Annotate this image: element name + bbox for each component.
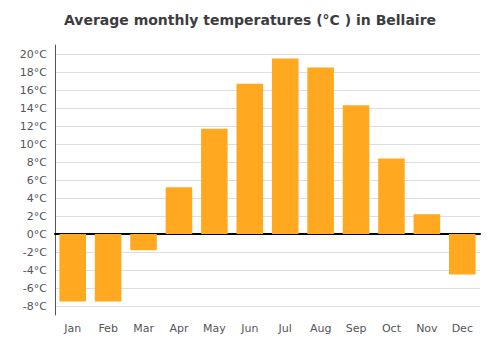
svg-text:Sep: Sep (346, 322, 367, 335)
svg-text:8°C: 8°C (27, 156, 47, 169)
svg-text:Jun: Jun (240, 322, 258, 335)
svg-text:12°C: 12°C (20, 120, 47, 133)
svg-text:0°C: 0°C (27, 228, 47, 241)
svg-text:-2°C: -2°C (23, 246, 47, 259)
svg-text:-6°C: -6°C (23, 282, 47, 295)
svg-text:6°C: 6°C (27, 174, 47, 187)
svg-text:10°C: 10°C (20, 138, 47, 151)
svg-text:Nov: Nov (416, 322, 438, 335)
svg-text:Mar: Mar (133, 322, 154, 335)
svg-text:2°C: 2°C (27, 210, 47, 223)
svg-text:4°C: 4°C (27, 192, 47, 205)
svg-text:Aug: Aug (310, 322, 331, 335)
svg-text:20°C: 20°C (20, 48, 47, 61)
svg-text:18°C: 18°C (20, 66, 47, 79)
svg-text:Apr: Apr (169, 322, 189, 335)
svg-text:Jan: Jan (63, 322, 81, 335)
svg-text:Dec: Dec (452, 322, 473, 335)
svg-text:-4°C: -4°C (23, 264, 47, 277)
svg-text:-8°C: -8°C (23, 300, 47, 313)
svg-text:16°C: 16°C (20, 84, 47, 97)
svg-text:14°C: 14°C (20, 102, 47, 115)
svg-text:Feb: Feb (98, 322, 117, 335)
svg-text:Average monthly temperatures (: Average monthly temperatures (°C ) in Be… (64, 12, 436, 28)
svg-text:Jul: Jul (278, 322, 292, 335)
svg-text:Oct: Oct (382, 322, 402, 335)
svg-text:May: May (203, 322, 226, 335)
